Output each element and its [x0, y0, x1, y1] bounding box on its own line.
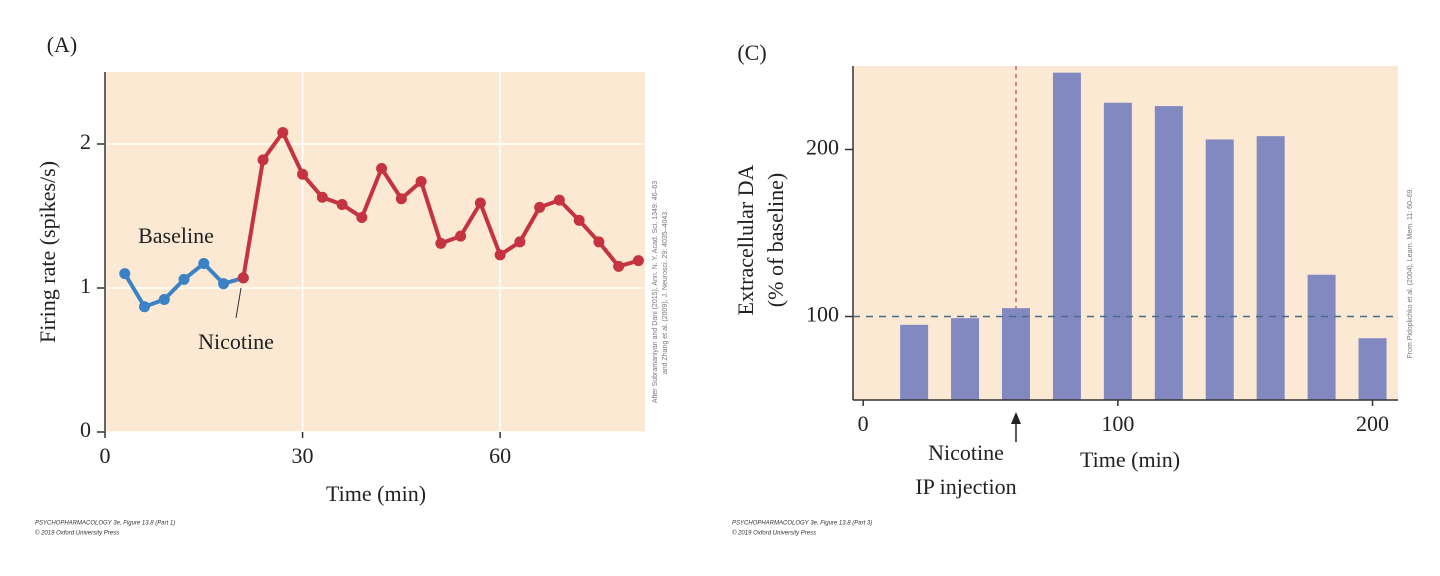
bar	[951, 318, 980, 400]
x-tick-label: 200	[1356, 411, 1389, 436]
data-point	[158, 294, 170, 306]
data-point	[257, 154, 269, 166]
y-tick-label: 0	[80, 417, 91, 442]
y-tick-label: 200	[806, 135, 839, 160]
x-tick-label: 0	[858, 411, 869, 436]
source-credit: From Pidoplichko et al. (2004), Learn. M…	[1407, 187, 1414, 358]
figure-footer: PSYCHOPHARMACOLOGY 3e, Figure 13.8 (Part…	[732, 521, 872, 527]
data-point	[198, 258, 210, 270]
plot-background	[105, 72, 645, 432]
data-point	[119, 268, 131, 280]
data-point	[395, 193, 407, 205]
data-point	[297, 168, 309, 180]
data-point	[237, 272, 249, 284]
y-tick-label: 100	[806, 302, 839, 327]
source-credit: After Subramaniyan and Dani (2015), Ann.…	[652, 181, 659, 403]
y-axis-label: Firing rate (spikes/s)	[35, 161, 60, 343]
bar	[1205, 139, 1234, 401]
bar	[1256, 136, 1285, 400]
data-point	[474, 197, 486, 209]
bar	[1154, 106, 1183, 400]
figure-footer: PSYCHOPHARMACOLOGY 3e, Figure 13.8 (Part…	[35, 521, 175, 527]
data-point	[573, 214, 585, 226]
x-tick-label: 30	[292, 443, 314, 468]
bar	[1307, 274, 1336, 400]
y-tick-label: 1	[80, 273, 91, 298]
data-point	[435, 237, 447, 249]
data-point	[356, 211, 368, 223]
y-tick-label: 2	[80, 129, 91, 154]
figure-footer: © 2019 Oxford University Press	[35, 530, 119, 537]
bar	[1001, 308, 1030, 400]
x-axis-label: Time (min)	[1080, 447, 1180, 472]
data-point	[277, 126, 289, 138]
panel-label: (A)	[47, 32, 78, 57]
arrow-head	[1010, 412, 1021, 424]
panel-label: (C)	[737, 40, 766, 65]
y-axis-label: Extracellular DA	[733, 164, 758, 315]
series-label: Nicotine	[198, 329, 274, 354]
data-point	[534, 201, 546, 213]
data-point	[494, 249, 506, 261]
series-label: Baseline	[138, 223, 214, 248]
y-axis-label: (% of baseline)	[763, 173, 788, 307]
bar	[1358, 338, 1387, 400]
label-leader	[235, 287, 242, 319]
injection-label: Nicotine	[928, 440, 1004, 465]
x-axis-label: Time (min)	[326, 481, 426, 506]
data-point	[218, 278, 230, 290]
data-point	[316, 191, 328, 203]
data-point	[593, 236, 605, 248]
bar	[1103, 102, 1132, 401]
data-point	[376, 162, 388, 174]
bar	[900, 324, 929, 400]
data-point	[514, 236, 526, 248]
data-point	[336, 198, 348, 210]
data-point	[415, 175, 427, 187]
figure-footer: © 2019 Oxford University Press	[732, 530, 816, 537]
x-tick-label: 60	[489, 443, 511, 468]
data-point	[632, 255, 644, 267]
injection-label: IP injection	[915, 474, 1016, 499]
data-point	[139, 301, 151, 313]
bar	[1052, 72, 1081, 401]
x-tick-label: 0	[100, 443, 111, 468]
x-tick-label: 100	[1101, 411, 1134, 436]
data-point	[613, 260, 625, 272]
data-point	[455, 230, 467, 242]
data-point	[178, 273, 190, 285]
source-credit: and Zhang et al. (2009), J. Neurosci. 29…	[662, 210, 669, 374]
data-point	[553, 194, 565, 206]
